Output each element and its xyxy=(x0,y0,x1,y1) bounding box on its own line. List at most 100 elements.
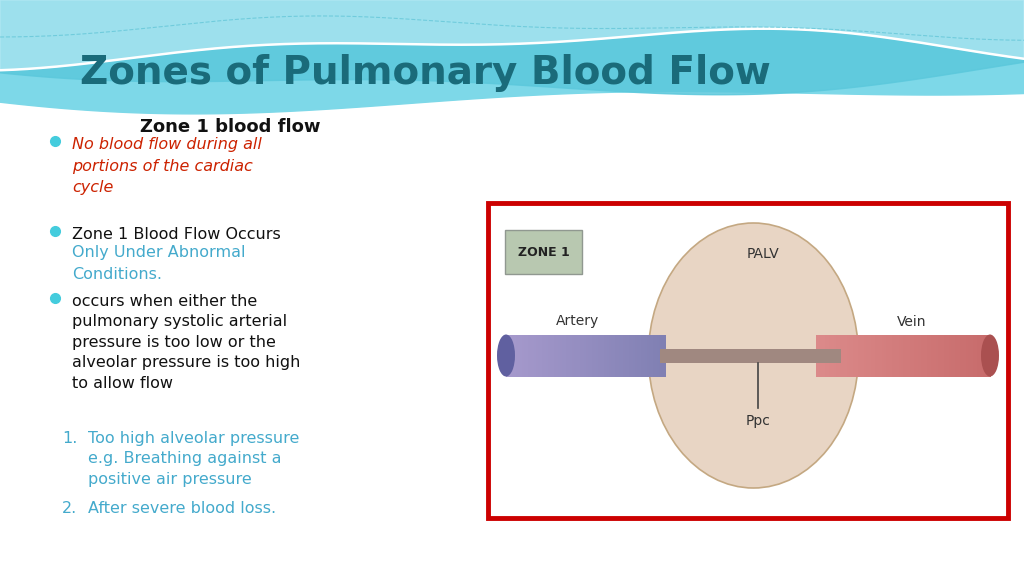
Bar xyxy=(546,335,549,377)
Bar xyxy=(927,335,930,377)
Bar xyxy=(866,335,869,377)
Bar xyxy=(596,335,599,377)
Bar xyxy=(560,335,563,377)
Bar xyxy=(914,335,918,377)
Bar xyxy=(632,335,634,377)
FancyBboxPatch shape xyxy=(505,230,582,274)
Bar xyxy=(882,335,885,377)
Bar xyxy=(936,335,939,377)
Bar xyxy=(816,335,819,377)
Bar xyxy=(903,335,906,377)
Bar xyxy=(578,335,581,377)
Bar xyxy=(522,335,525,377)
Bar xyxy=(635,335,638,377)
Bar xyxy=(528,335,530,377)
Bar xyxy=(628,335,631,377)
Bar xyxy=(660,348,842,362)
Bar xyxy=(615,335,618,377)
Bar xyxy=(651,335,654,377)
Bar xyxy=(919,335,922,377)
Bar xyxy=(639,335,642,377)
Bar xyxy=(905,335,908,377)
Bar xyxy=(959,335,963,377)
Bar xyxy=(613,335,616,377)
Bar xyxy=(829,335,833,377)
Text: No blood flow during all
portions of the cardiac
cycle: No blood flow during all portions of the… xyxy=(72,137,262,195)
Bar xyxy=(884,335,887,377)
Bar xyxy=(969,335,972,377)
Bar xyxy=(825,335,828,377)
Bar xyxy=(554,335,557,377)
Bar xyxy=(864,335,867,377)
Bar xyxy=(878,335,881,377)
Bar xyxy=(944,335,947,377)
Bar xyxy=(645,335,648,377)
Bar xyxy=(556,335,559,377)
Bar xyxy=(962,335,965,377)
Bar xyxy=(971,335,974,377)
Bar xyxy=(880,335,883,377)
Bar xyxy=(607,335,610,377)
Bar xyxy=(518,335,521,377)
Bar xyxy=(951,335,954,377)
Bar xyxy=(964,335,967,377)
Bar xyxy=(536,335,539,377)
Bar xyxy=(874,335,879,377)
Bar xyxy=(949,335,952,377)
Bar xyxy=(510,335,513,377)
Bar xyxy=(584,335,587,377)
Bar xyxy=(544,335,547,377)
Bar xyxy=(558,335,561,377)
Text: 1.: 1. xyxy=(62,431,78,446)
Bar xyxy=(988,335,991,377)
Bar xyxy=(617,335,621,377)
Bar xyxy=(598,335,600,377)
Bar xyxy=(973,335,976,377)
Bar xyxy=(653,335,656,377)
Bar xyxy=(599,335,602,377)
Bar xyxy=(916,335,920,377)
Text: Only Under Abnormal
Conditions.: Only Under Abnormal Conditions. xyxy=(72,245,246,282)
Bar xyxy=(565,335,568,377)
Bar xyxy=(571,335,574,377)
Text: Artery: Artery xyxy=(556,314,599,328)
Bar xyxy=(567,335,570,377)
Bar xyxy=(588,335,591,377)
Bar xyxy=(923,335,926,377)
Bar xyxy=(897,335,900,377)
Bar xyxy=(836,335,839,377)
Bar xyxy=(508,335,511,377)
Bar xyxy=(888,335,891,377)
Bar xyxy=(977,335,980,377)
Bar xyxy=(855,335,859,377)
Bar xyxy=(573,335,577,377)
Bar xyxy=(647,335,650,377)
Bar xyxy=(870,335,873,377)
Bar xyxy=(838,335,842,377)
Bar xyxy=(540,335,543,377)
Bar xyxy=(580,335,583,377)
Bar xyxy=(643,335,646,377)
Bar xyxy=(529,335,532,377)
Bar xyxy=(531,335,535,377)
Bar xyxy=(538,335,541,377)
Bar xyxy=(520,335,523,377)
Bar xyxy=(831,335,835,377)
Bar xyxy=(514,335,517,377)
Bar xyxy=(512,335,515,377)
Bar xyxy=(955,335,958,377)
Text: ZONE 1: ZONE 1 xyxy=(517,245,569,259)
Bar xyxy=(834,335,837,377)
Bar xyxy=(626,335,629,377)
Bar xyxy=(986,335,989,377)
Bar xyxy=(938,335,941,377)
Bar xyxy=(849,335,852,377)
Bar xyxy=(821,335,824,377)
Bar xyxy=(912,335,915,377)
Bar xyxy=(506,335,509,377)
Bar xyxy=(845,335,848,377)
Bar xyxy=(841,335,844,377)
Bar xyxy=(886,335,889,377)
Bar xyxy=(575,335,579,377)
Bar xyxy=(860,335,863,377)
